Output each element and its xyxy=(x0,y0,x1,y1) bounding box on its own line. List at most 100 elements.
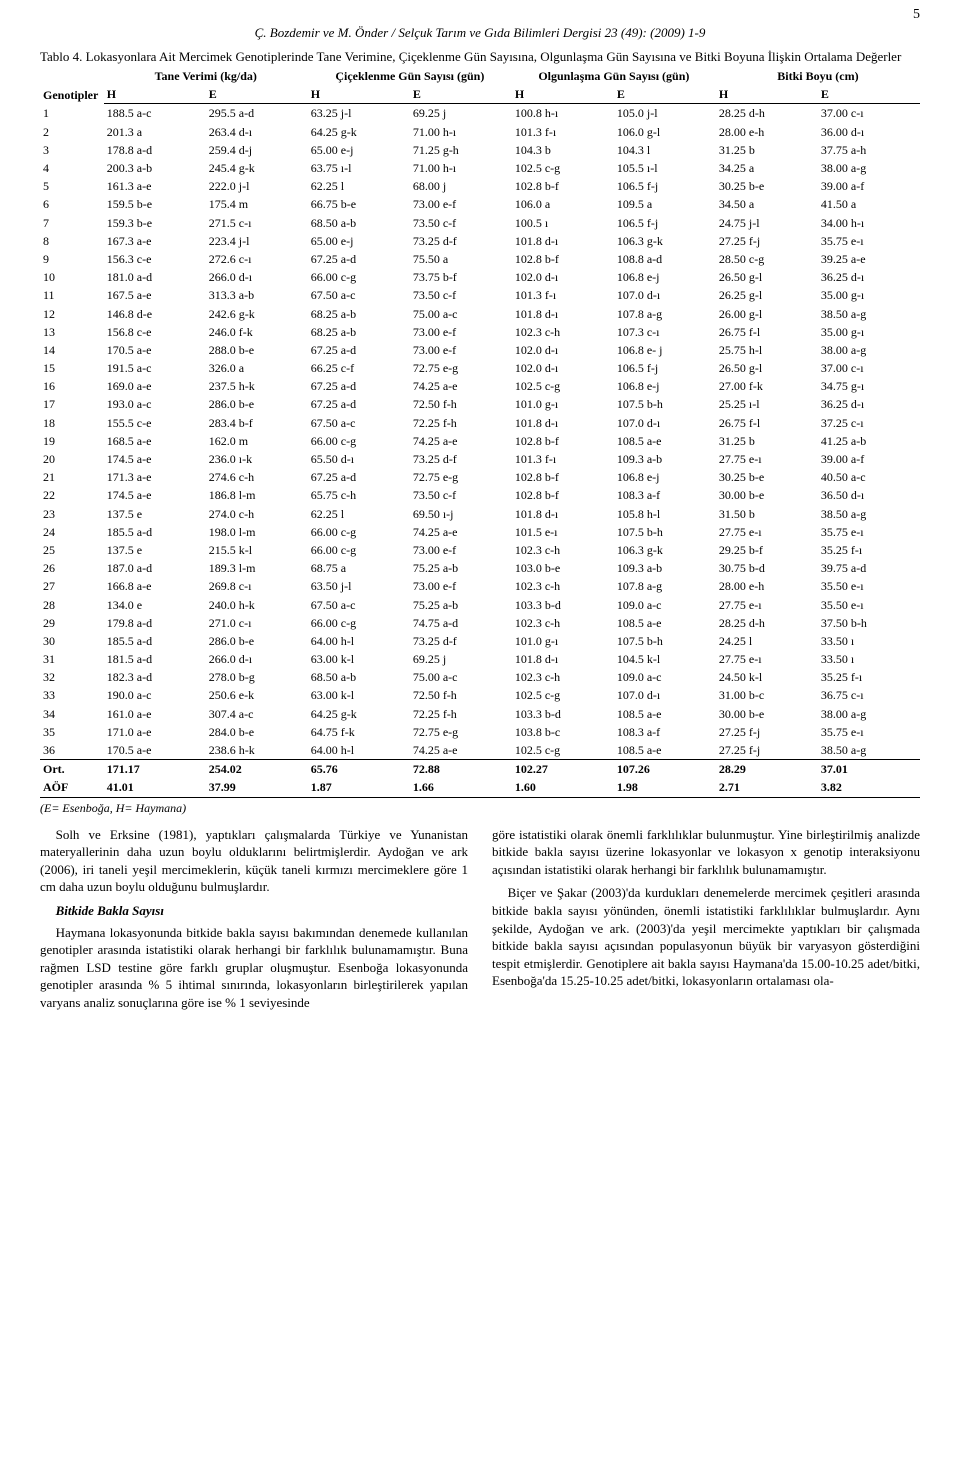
table-cell: 108.3 a-f xyxy=(614,486,716,504)
table-cell: 107.5 b-h xyxy=(614,523,716,541)
table-cell: 106.8 e- j xyxy=(614,341,716,359)
table-cell: 108.5 a-e xyxy=(614,741,716,760)
table-cell: 37.50 b-h xyxy=(818,614,920,632)
table-cell: 108.5 a-e xyxy=(614,705,716,723)
table-cell: 101.8 d-ı xyxy=(512,232,614,250)
table-row: 36170.5 a-e238.6 h-k64.00 h-l74.25 a-e10… xyxy=(40,741,920,760)
table-cell: 1.60 xyxy=(512,778,614,797)
table-cell: 31.25 b xyxy=(716,432,818,450)
table-row: 35171.0 a-e284.0 b-e64.75 f-k72.75 e-g10… xyxy=(40,723,920,741)
table-cell: 250.6 e-k xyxy=(206,686,308,704)
table-cell: 37.00 c-ı xyxy=(818,359,920,377)
right-column: göre istatistiki olarak önemli farklılık… xyxy=(492,826,920,1017)
left-p1: Solh ve Erksine (1981), yaptıkları çalış… xyxy=(40,826,468,896)
table-cell: 65.75 c-h xyxy=(308,486,410,504)
table-cell: 181.5 a-d xyxy=(104,650,206,668)
table-cell: 66.00 c-g xyxy=(308,432,410,450)
table-cell: 103.3 b-d xyxy=(512,596,614,614)
table-cell: 74.75 a-d xyxy=(410,614,512,632)
table-row: 27166.8 a-e269.8 c-ı63.50 j-l73.00 e-f10… xyxy=(40,577,920,595)
table-cell: 7 xyxy=(40,214,104,232)
table-cell: 35.25 f-ı xyxy=(818,541,920,559)
table-cell: 193.0 a-c xyxy=(104,395,206,413)
table-cell: 263.4 d-ı xyxy=(206,123,308,141)
table-cell: 67.50 a-c xyxy=(308,414,410,432)
table-cell: 72.50 f-h xyxy=(410,686,512,704)
table-cell: 106.8 e-j xyxy=(614,377,716,395)
table-cell: 102.8 b-f xyxy=(512,432,614,450)
table-cell: 181.0 a-d xyxy=(104,268,206,286)
table-cell: 72.25 f-h xyxy=(410,705,512,723)
table-cell: 146.8 d-e xyxy=(104,305,206,323)
table-cell: 18 xyxy=(40,414,104,432)
table-cell: 71.00 h-ı xyxy=(410,123,512,141)
table-cell: 107.5 b-h xyxy=(614,632,716,650)
table-cell: 73.00 e-f xyxy=(410,195,512,213)
table-row: 2201.3 a263.4 d-ı64.25 g-k71.00 h-ı101.3… xyxy=(40,123,920,141)
sub-e: E xyxy=(410,85,512,104)
table-cell: 68.00 j xyxy=(410,177,512,195)
table-cell: 101.8 d-ı xyxy=(512,414,614,432)
table-cell: 174.5 a-e xyxy=(104,450,206,468)
table-cell: 272.6 c-ı xyxy=(206,250,308,268)
table-cell: 106.5 f-j xyxy=(614,214,716,232)
table-cell: 106.3 g-k xyxy=(614,541,716,559)
table-cell: 107.0 d-ı xyxy=(614,286,716,304)
table-cell: 68.50 a-b xyxy=(308,668,410,686)
table-cell: 29.25 b-f xyxy=(716,541,818,559)
table-cell: 66.00 c-g xyxy=(308,541,410,559)
table-cell: 103.0 b-e xyxy=(512,559,614,577)
table-cell: 26.50 g-l xyxy=(716,359,818,377)
table-row: 11167.5 a-e313.3 a-b67.50 a-c73.50 c-f10… xyxy=(40,286,920,304)
table-cell: 39.25 a-e xyxy=(818,250,920,268)
table-cell: 14 xyxy=(40,341,104,359)
table-cell: 30 xyxy=(40,632,104,650)
table-cell: 27.75 e-ı xyxy=(716,523,818,541)
table-row: 17193.0 a-c286.0 b-e67.25 a-d72.50 f-h10… xyxy=(40,395,920,413)
table-cell: 201.3 a xyxy=(104,123,206,141)
table-cell: 171.17 xyxy=(104,760,206,779)
table-cell: 101.8 d-ı xyxy=(512,305,614,323)
table-cell: 26.75 f-l xyxy=(716,323,818,341)
table-cell: 64.00 h-l xyxy=(308,632,410,650)
table-cell: 34.50 a xyxy=(716,195,818,213)
table-row: 23137.5 e274.0 c-h62.25 l69.50 ı-j101.8 … xyxy=(40,505,920,523)
table-row: 6159.5 b-e175.4 m66.75 b-e73.00 e-f106.0… xyxy=(40,195,920,213)
table-cell: 102.3 c-h xyxy=(512,614,614,632)
table-cell: 31.00 b-c xyxy=(716,686,818,704)
table-cell: 24.50 k-l xyxy=(716,668,818,686)
table-row: 16169.0 a-e237.5 h-k67.25 a-d74.25 a-e10… xyxy=(40,377,920,395)
table-cell: 37.75 a-h xyxy=(818,141,920,159)
table-cell: 35 xyxy=(40,723,104,741)
table-cell: 167.3 a-e xyxy=(104,232,206,250)
table-cell: 34.75 g-ı xyxy=(818,377,920,395)
table-row: 4200.3 a-b245.4 g-k63.75 ı-l71.00 h-ı102… xyxy=(40,159,920,177)
table-cell: 107.0 d-ı xyxy=(614,686,716,704)
table-cell: 109.5 a xyxy=(614,195,716,213)
table-cell: 30.25 b-e xyxy=(716,177,818,195)
page: 5 Ç. Bozdemir ve M. Önder / Selçuk Tarım… xyxy=(0,0,960,1057)
table-cell: 26.25 g-l xyxy=(716,286,818,304)
table-cell: 174.5 a-e xyxy=(104,486,206,504)
table-cell: 11 xyxy=(40,286,104,304)
table-cell: 34.25 a xyxy=(716,159,818,177)
table-cell: 35.25 f-ı xyxy=(818,668,920,686)
table-cell: 101.5 e-ı xyxy=(512,523,614,541)
table-cell: 26 xyxy=(40,559,104,577)
running-head: Ç. Bozdemir ve M. Önder / Selçuk Tarım v… xyxy=(40,24,920,42)
table-cell: 105.0 j-l xyxy=(614,104,716,123)
table-cell: AÖF xyxy=(40,778,104,797)
table-cell: 100.5 ı xyxy=(512,214,614,232)
table-cell: 102.5 c-g xyxy=(512,741,614,760)
table-cell: 159.3 b-e xyxy=(104,214,206,232)
table-cell: 36.75 c-ı xyxy=(818,686,920,704)
table-row: 10181.0 a-d266.0 d-ı66.00 c-g73.75 b-f10… xyxy=(40,268,920,286)
table-cell: 102.5 c-g xyxy=(512,377,614,395)
table-cell: 109.0 a-c xyxy=(614,596,716,614)
table-cell: 185.5 a-d xyxy=(104,632,206,650)
table-cell: 72.88 xyxy=(410,760,512,779)
table-cell: 35.00 g-ı xyxy=(818,323,920,341)
table-cell: 168.5 a-e xyxy=(104,432,206,450)
table-cell: 27.25 f-j xyxy=(716,723,818,741)
table-cell: 259.4 d-j xyxy=(206,141,308,159)
